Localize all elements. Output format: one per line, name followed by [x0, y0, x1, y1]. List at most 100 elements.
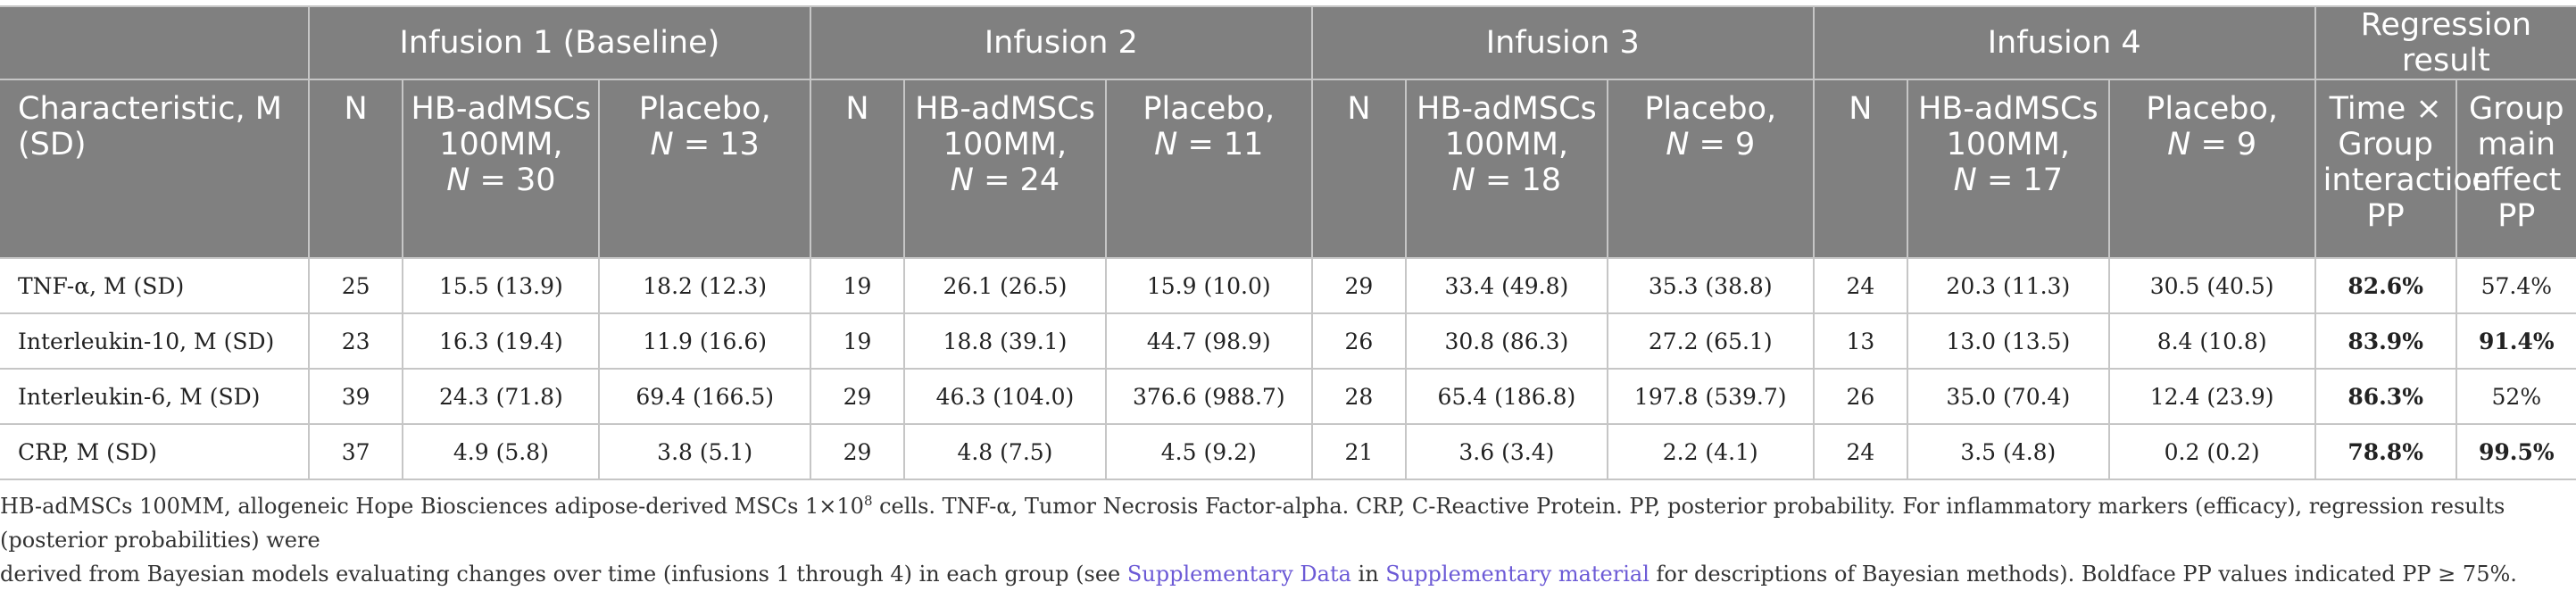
- row-label: CRP, M (SD): [0, 423, 310, 480]
- cell-value: 18.8 (39.1): [903, 312, 1107, 370]
- cell-n: 23: [307, 312, 404, 370]
- col-time-group-pp: Time × Group interaction PP: [2314, 79, 2492, 259]
- row-label: Interleukin-6, M (SD): [0, 368, 310, 425]
- empty-header-cell: [0, 5, 310, 80]
- cell-value: 30.5 (40.5): [2107, 257, 2316, 314]
- row-label: Interleukin-10, M (SD): [0, 312, 310, 370]
- col-placebo-label: Placebo,: [2146, 91, 2279, 127]
- cell-value: 33.4 (49.8): [1405, 257, 1608, 314]
- table-row: Interleukin-10, M (SD) 23 16.3 (19.4) 11…: [0, 312, 2576, 370]
- cell-value: 35.0 (70.4): [1907, 368, 2110, 425]
- group-header-row: Infusion 1 (Baseline) Infusion 2 Infusio…: [0, 5, 2576, 80]
- cell-value: 4.8 (7.5): [903, 423, 1107, 480]
- col-placebo-label: Placebo,: [638, 91, 771, 127]
- cell-value: 20.3 (11.3): [1907, 257, 2110, 314]
- col-n-value: = 18: [1475, 162, 1562, 198]
- cell-value: 35.3 (38.8): [1606, 257, 1815, 314]
- table-row: Interleukin-6, M (SD) 39 24.3 (71.8) 69.…: [0, 368, 2576, 425]
- col-n-italic: N: [1953, 162, 1977, 198]
- col-group-main-pp: Group main effect PP: [2455, 79, 2576, 259]
- cell-value: 2.2 (4.1): [1606, 423, 1815, 480]
- cell-value: 18.2 (12.3): [598, 257, 811, 314]
- col-n: N: [1812, 79, 1909, 259]
- cell-value: 3.5 (4.8): [1907, 423, 2110, 480]
- group-regression: Regression result: [2314, 5, 2576, 80]
- cell-pp-interaction: 82.6%: [2314, 257, 2457, 314]
- col-n-value: = 30: [469, 162, 556, 198]
- table-row: CRP, M (SD) 37 4.9 (5.8) 3.8 (5.1) 29 4.…: [0, 423, 2576, 480]
- cell-n: 25: [307, 257, 404, 314]
- group-infusion-2: Infusion 2: [809, 5, 1313, 80]
- cell-value: 13.0 (13.5): [1907, 312, 2110, 370]
- results-table: Infusion 1 (Baseline) Infusion 2 Infusio…: [0, 5, 2576, 480]
- col-n: N: [809, 79, 906, 259]
- cell-pp-interaction: 86.3%: [2314, 368, 2457, 425]
- cell-n: 29: [1310, 257, 1408, 314]
- cell-n: 21: [1310, 423, 1408, 480]
- col-n-italic: N: [1666, 127, 1690, 162]
- footnote-text: HB-adMSCs 100MM, allogeneic Hope Bioscie…: [0, 494, 864, 519]
- cell-value: 27.2 (65.1): [1606, 312, 1815, 370]
- group-infusion-3: Infusion 3: [1310, 5, 1815, 80]
- cell-n: 26: [1310, 312, 1408, 370]
- col-n: N: [1310, 79, 1408, 259]
- cell-n: 28: [1310, 368, 1408, 425]
- col-placebo: Placebo, N = 9: [1606, 79, 1815, 259]
- cell-value: 15.9 (10.0): [1104, 257, 1313, 314]
- col-n-italic: N: [446, 162, 470, 198]
- group-infusion-4: Infusion 4: [1812, 5, 2316, 80]
- col-hb-admscs: HB-adMSCs 100MM, N = 24: [903, 79, 1107, 259]
- cell-pp-main: 52%: [2455, 368, 2576, 425]
- cell-value: 4.9 (5.8): [402, 423, 601, 480]
- cell-value: 24.3 (71.8): [402, 368, 601, 425]
- cell-value: 0.2 (0.2): [2107, 423, 2316, 480]
- col-n-italic: N: [950, 162, 974, 198]
- col-n-value: = 9: [2190, 127, 2257, 162]
- cell-n: 24: [1812, 423, 1909, 480]
- col-n-value: = 24: [973, 162, 1060, 198]
- col-hb-label: HB-adMSCs 100MM,: [1917, 91, 2098, 162]
- col-n-italic: N: [1451, 162, 1475, 198]
- cell-value: 26.1 (26.5): [903, 257, 1107, 314]
- cell-value: 197.8 (539.7): [1606, 368, 1815, 425]
- cell-value: 65.4 (186.8): [1405, 368, 1608, 425]
- supplementary-data-link[interactable]: Supplementary Data: [1126, 562, 1351, 587]
- cell-value: 69.4 (166.5): [598, 368, 811, 425]
- cell-pp-main: 57.4%: [2455, 257, 2576, 314]
- footnote-text: cells. TNF-α, Tumor Necrosis Factor-alph…: [0, 494, 2505, 553]
- col-n: N: [307, 79, 404, 259]
- col-hb-admscs: HB-adMSCs 100MM, N = 17: [1907, 79, 2110, 259]
- cell-value: 4.5 (9.2): [1104, 423, 1313, 480]
- cell-value: 3.6 (3.4): [1405, 423, 1608, 480]
- cell-n: 13: [1812, 312, 1909, 370]
- cell-n: 39: [307, 368, 404, 425]
- table-footnote: HB-adMSCs 100MM, allogeneic Hope Bioscie…: [0, 489, 2571, 591]
- cell-n: 29: [809, 368, 906, 425]
- cell-value: 30.8 (86.3): [1405, 312, 1608, 370]
- cell-value: 16.3 (19.4): [402, 312, 601, 370]
- supplementary-material-link[interactable]: Supplementary material: [1385, 562, 1649, 587]
- cell-value: 44.7 (98.9): [1104, 312, 1313, 370]
- cell-n: 37: [307, 423, 404, 480]
- col-n-value: = 13: [673, 127, 760, 162]
- cell-n: 26: [1812, 368, 1909, 425]
- footnote-text: for descriptions of Bayesian methods). B…: [1649, 562, 2517, 587]
- col-placebo-label: Placebo,: [1143, 91, 1276, 127]
- col-hb-label: HB-adMSCs 100MM,: [1417, 91, 1597, 162]
- group-infusion-1: Infusion 1 (Baseline): [307, 5, 811, 80]
- col-n-italic: N: [1154, 127, 1178, 162]
- col-placebo-label: Placebo,: [1644, 91, 1777, 127]
- col-n-italic: N: [650, 127, 674, 162]
- cell-pp-main: 91.4%: [2455, 312, 2576, 370]
- cell-value: 376.6 (988.7): [1104, 368, 1313, 425]
- footnote-line-1: HB-adMSCs 100MM, allogeneic Hope Bioscie…: [0, 489, 2571, 557]
- cell-n: 29: [809, 423, 906, 480]
- footnote-superscript: 8: [863, 493, 873, 509]
- col-hb-admscs: HB-adMSCs 100MM, N = 30: [402, 79, 601, 259]
- col-hb-label: HB-adMSCs 100MM,: [915, 91, 1095, 162]
- footnote-text: derived from Bayesian models evaluating …: [0, 562, 1127, 587]
- cell-value: 12.4 (23.9): [2107, 368, 2316, 425]
- cell-n: 19: [809, 312, 906, 370]
- cell-pp-interaction: 83.9%: [2314, 312, 2457, 370]
- cell-value: 15.5 (13.9): [402, 257, 601, 314]
